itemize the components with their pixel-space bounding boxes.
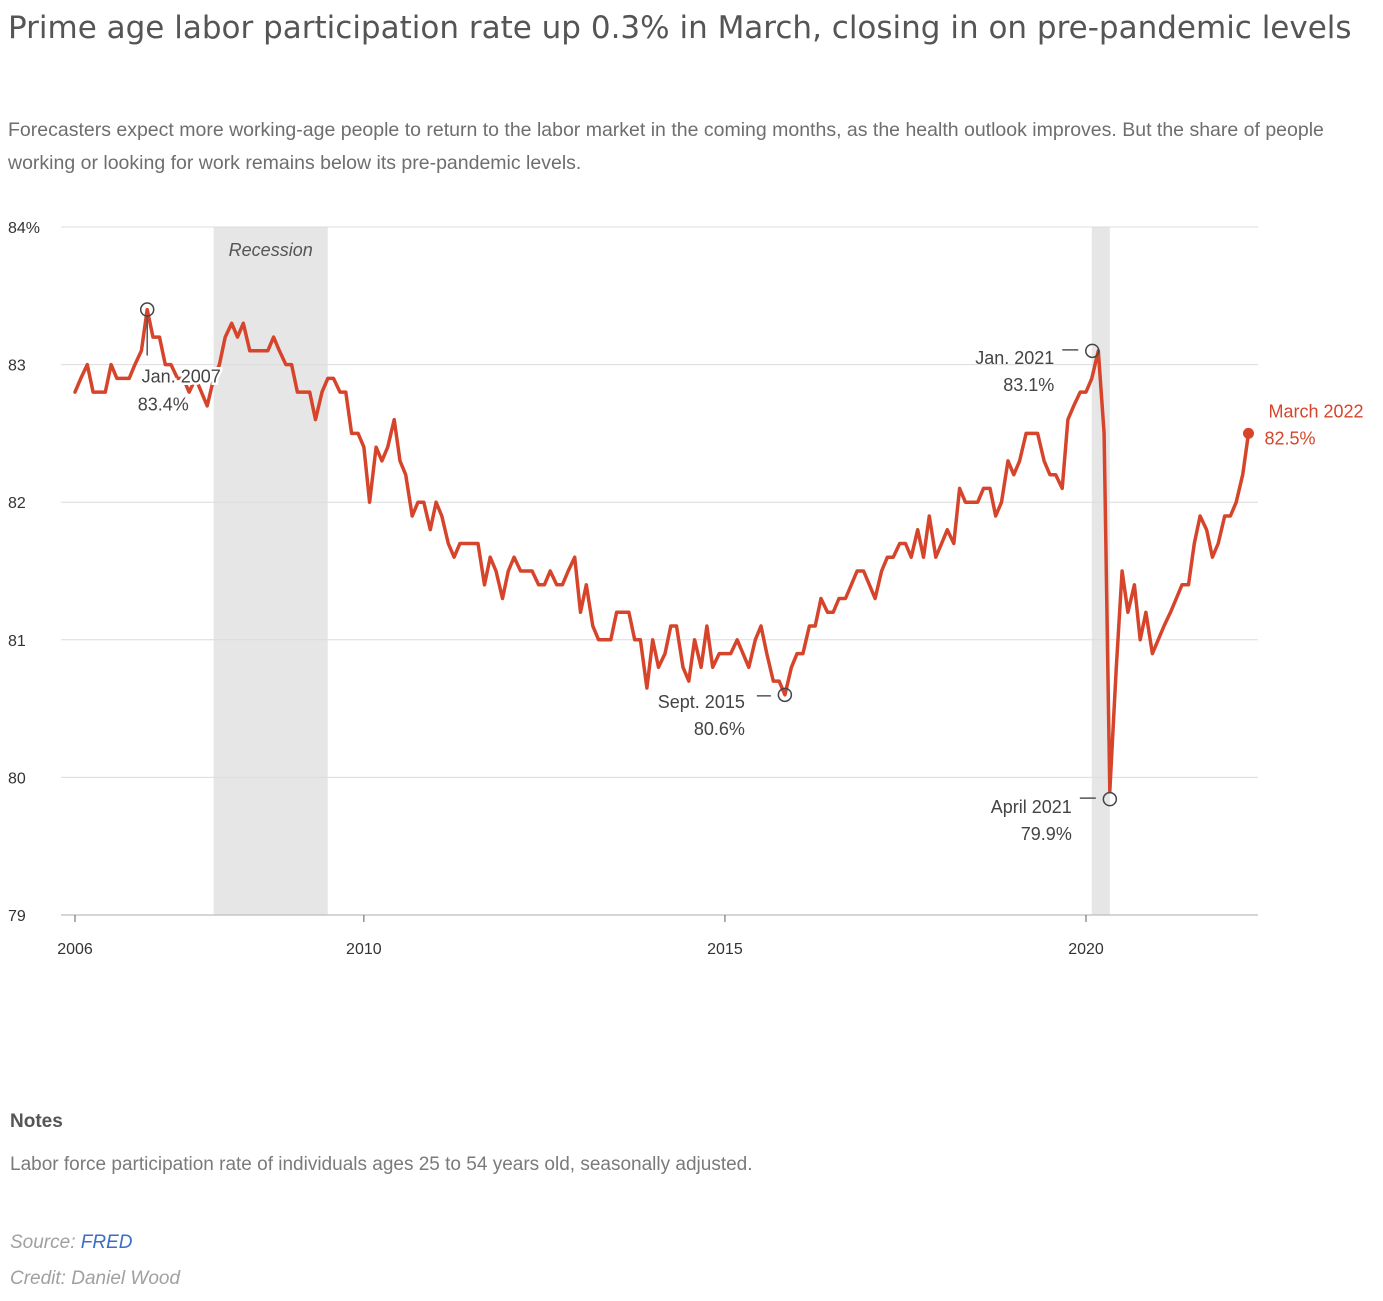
annotation-marker-jan-2021 xyxy=(1085,343,1100,359)
annotation-value-march-2022: 82.5% xyxy=(1264,428,1315,448)
annotation-jan-2021: Jan. 2021 83.1% xyxy=(975,343,1100,395)
recession-label: Recession xyxy=(229,240,313,260)
annotation-marker-april-2021 xyxy=(1102,791,1118,807)
annotation-label-jan-2021: Jan. 2021 xyxy=(975,348,1054,368)
recession-bands: Recession xyxy=(213,227,1110,915)
y-tick-label: 84% xyxy=(8,220,40,237)
recession-band-2008 xyxy=(213,227,328,915)
x-tick-label: 2015 xyxy=(707,941,743,958)
chart-title: Prime age labor participation rate up 0.… xyxy=(8,10,1352,46)
annotation-sept-2015: Sept. 2015 80.6% xyxy=(658,687,793,739)
x-axis: 2006 2010 2015 2020 xyxy=(57,914,1258,958)
source-label: Source: xyxy=(10,1232,76,1253)
notes-text: Labor force participation rate of indivi… xyxy=(10,1154,753,1175)
y-tick-label: 83 xyxy=(8,358,26,375)
annotation-marker-jan-2007 xyxy=(139,302,155,317)
x-tick-label: 2020 xyxy=(1068,941,1104,958)
source-link[interactable]: FRED xyxy=(80,1232,133,1253)
x-tick-label: 2006 xyxy=(57,941,93,958)
credit-line: Credit: Daniel Wood xyxy=(10,1268,181,1289)
y-tick-label: 82 xyxy=(8,495,26,512)
annotation-label-april-2021: April 2021 xyxy=(991,797,1072,817)
participation-rate-line xyxy=(73,307,1251,793)
y-axis-labels: 79 80 81 82 83 84% xyxy=(8,220,40,925)
y-tick-label: 80 xyxy=(8,770,26,787)
line-chart: Recession 79 80 81 82 83 84% 2006 2010 2015 2020… xyxy=(8,220,1364,958)
annotation-label-jan-2007: Jan. 2007 xyxy=(142,367,221,387)
annotation-jan-2007: Jan. 2007 83.4% xyxy=(135,302,223,417)
annotation-value-sept-2015: 80.6% xyxy=(694,719,745,739)
latest-point-marker xyxy=(1242,427,1254,439)
x-tick-label: 2010 xyxy=(346,941,382,958)
annotation-label-march-2022: March 2022 xyxy=(1268,401,1363,421)
source-line: Source: FRED xyxy=(10,1232,133,1254)
y-tick-label: 81 xyxy=(8,633,26,650)
annotation-marker-sept-2015 xyxy=(777,687,793,703)
annotation-april-2021: April 2021 79.9% xyxy=(991,791,1118,844)
notes-heading: Notes xyxy=(10,1111,63,1132)
chart-subtitle: Forecasters expect more working-age peop… xyxy=(8,119,1324,174)
annotation-value-april-2021: 79.9% xyxy=(1021,824,1072,844)
y-tick-label: 79 xyxy=(8,908,26,925)
annotation-value-jan-2021: 83.1% xyxy=(1003,375,1054,395)
annotation-march-2022: March 2022 82.5% xyxy=(1242,401,1364,448)
annotation-value-jan-2007: 83.4% xyxy=(138,395,189,415)
annotation-label-sept-2015: Sept. 2015 xyxy=(658,692,745,712)
recession-band-2020 xyxy=(1091,227,1110,915)
